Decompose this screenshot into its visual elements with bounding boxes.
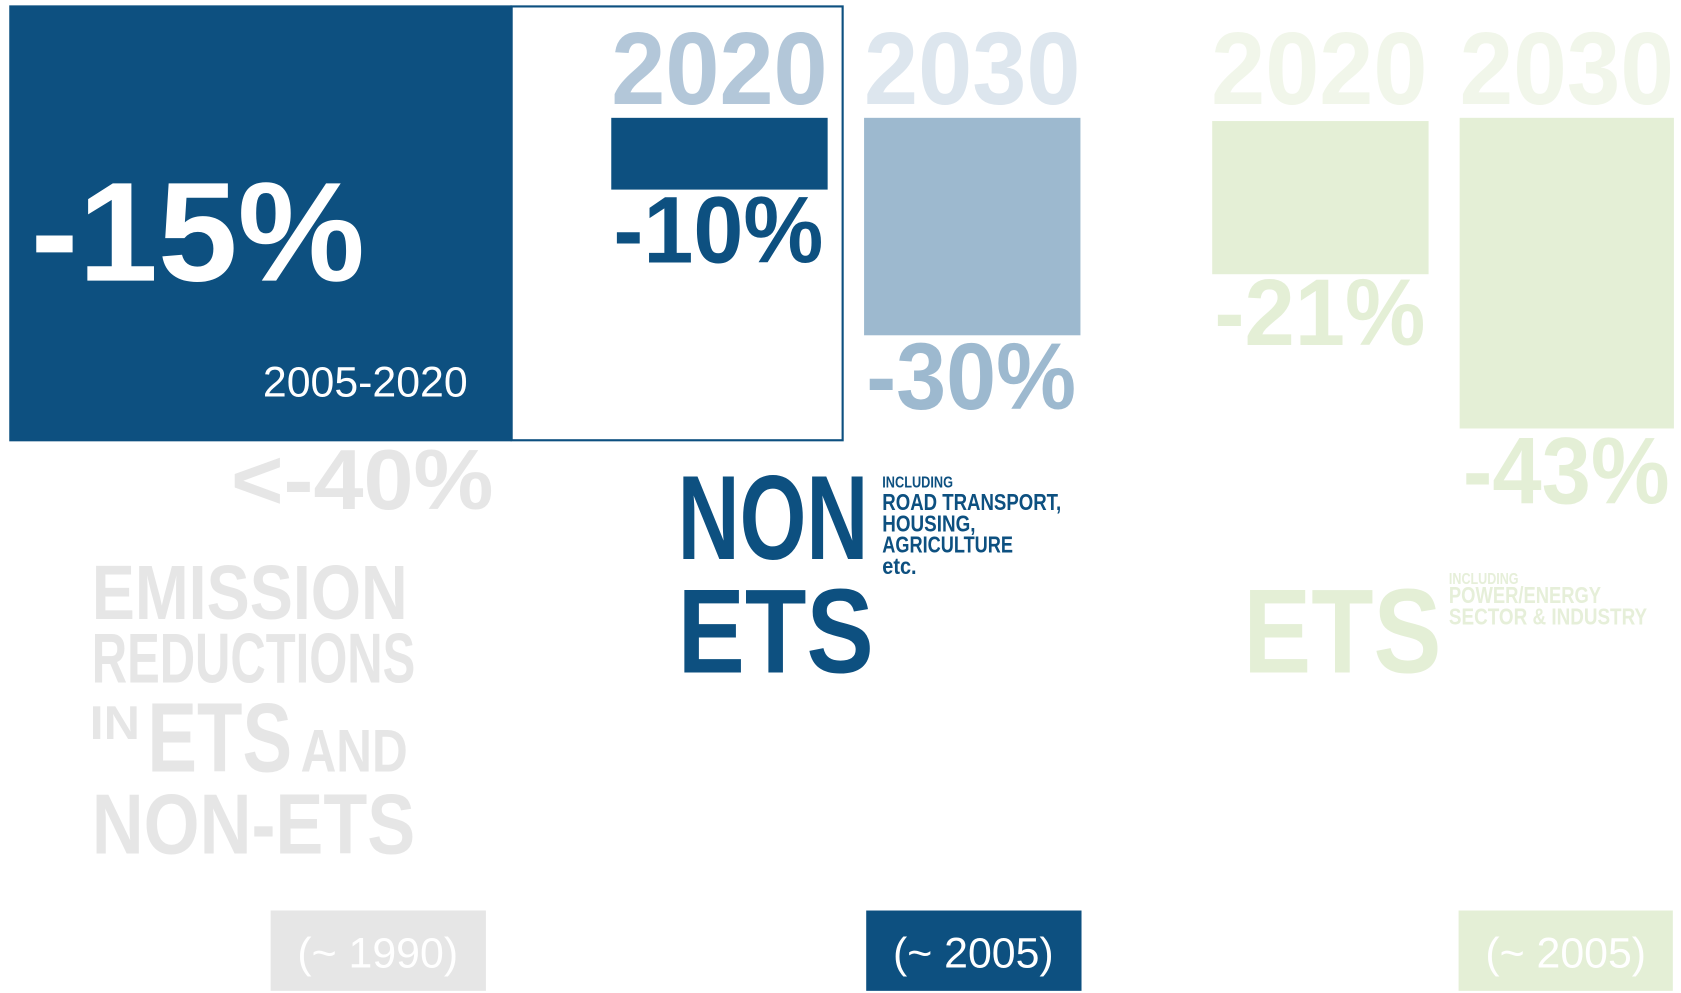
heading-line: AND [301, 717, 408, 784]
bar-year: 2020 [611, 11, 827, 126]
heading-line: ETS [147, 682, 292, 792]
bar-label: -30% [866, 324, 1076, 429]
callout-box [9, 5, 512, 442]
overall-target: <-40% [231, 432, 493, 528]
baseline-box [866, 910, 1082, 991]
bar [864, 117, 1081, 336]
bar [1459, 117, 1674, 429]
bar-year: 2030 [1460, 11, 1674, 126]
bar-label: -21% [1214, 260, 1425, 365]
bar-label: -43% [1463, 418, 1670, 523]
heading-line: NON-ETS [92, 777, 416, 873]
non-ets-group: 2020 -10% 2030 -30% NON ETS INCLUDING RO… [611, 11, 1081, 699]
overall-group: <-40% EMISSION REDUCTIONS IN ETS AND NON… [90, 432, 494, 873]
baseline-box [1458, 910, 1673, 991]
callout-frame [510, 5, 844, 442]
bar-year: 2020 [1211, 11, 1427, 126]
baseline-box [270, 910, 486, 991]
baseline-label: (~ 2005) [893, 929, 1054, 977]
heading-line: REDUCTIONS [92, 618, 416, 697]
heading-line: IN [90, 696, 140, 749]
bar-year: 2030 [864, 11, 1080, 126]
heading-line: EMISSION [92, 550, 408, 636]
bar [1212, 121, 1429, 275]
bar-label: -10% [613, 177, 823, 282]
sector-note: INCLUDING [882, 473, 953, 491]
sector-title: ETS [1243, 565, 1441, 699]
sector-note: INCLUDING [1449, 570, 1519, 588]
sector-title: NON [678, 451, 869, 585]
sector-title: ETS [678, 565, 874, 699]
sector-note: ROAD TRANSPORT, [882, 489, 1061, 515]
sector-note: AGRICULTURE [882, 532, 1013, 558]
sector-note: etc. [882, 553, 916, 579]
baseline-label: (~ 2005) [1485, 929, 1646, 977]
sector-note: HOUSING, [882, 510, 975, 536]
callout-period: 2005-2020 [263, 358, 468, 406]
baseline-label: (~ 1990) [297, 929, 458, 977]
sector-note: POWER/ENERGY [1449, 582, 1601, 608]
ets-group: 2020 -21% 2030 -43% ETS INCLUDING POWER/… [1211, 11, 1674, 699]
sector-note: SECTOR & INDUSTRY [1449, 604, 1647, 630]
callout-value: -15% [31, 153, 365, 311]
bar [611, 117, 828, 190]
